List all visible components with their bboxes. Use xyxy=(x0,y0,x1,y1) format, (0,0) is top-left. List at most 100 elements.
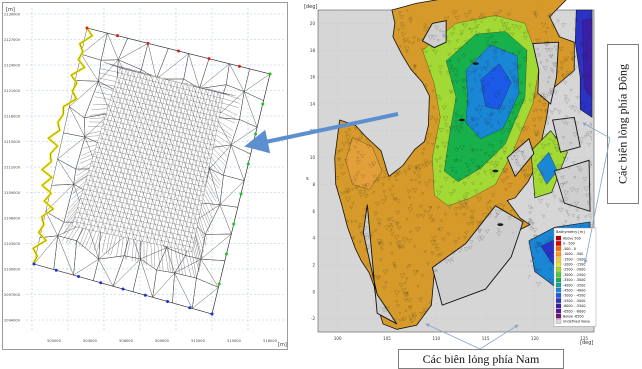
right-x-unit: [deg] xyxy=(580,340,593,346)
legend-swatch xyxy=(555,272,562,277)
right-y-tick: -2 xyxy=(311,316,315,321)
left-x-unit-label: [m] xyxy=(278,342,287,348)
left-y-tick: 2100000 xyxy=(4,268,21,272)
south-boundary-node xyxy=(32,262,36,266)
local-mesh-panel: [m] 2130000 2127000 2124000 2121000 2118000 2… xyxy=(2,2,288,350)
depth-zone-3 xyxy=(480,63,512,110)
south-boundary-node xyxy=(77,275,80,278)
island-2 xyxy=(532,41,559,105)
right-y-tick: 6 xyxy=(312,209,315,214)
left-y-tick: 2124000 xyxy=(4,64,21,68)
south-boundary-node xyxy=(210,312,214,316)
right-x-tick: 115 xyxy=(482,336,490,341)
legend-swatch xyxy=(555,303,562,309)
east-boundary-node xyxy=(261,102,265,106)
island-4 xyxy=(552,116,581,153)
legend-label: -5000 - -4500 xyxy=(563,294,585,298)
left-y-tick: 2118000 xyxy=(4,115,21,119)
left-x-tick: 506000 xyxy=(119,339,133,343)
legend-swatch xyxy=(555,235,562,241)
regional-bathymetry-panel: [deg] s [deg] 20 18 16 14 12 10 8 6 4 2 0 -2 100 105 1… xyxy=(300,0,598,356)
left-y-tick: 2127000 xyxy=(4,38,21,42)
east-boundary-label: Các biên lỏng phía Đông xyxy=(615,64,630,184)
left-y-tick: 2130000 xyxy=(4,13,21,17)
legend-label: -6500 - -6000 xyxy=(563,309,585,313)
legend-swatch xyxy=(555,261,562,267)
right-y-tick: 18 xyxy=(310,48,316,53)
legend-swatch xyxy=(555,246,562,251)
east-boundary-node xyxy=(254,132,257,136)
right-y-tick: 2 xyxy=(312,262,315,267)
south-boundary-node xyxy=(166,300,169,303)
legend-label: -1000 - -500 xyxy=(563,252,583,256)
east-boundary-node xyxy=(225,252,228,256)
legend-label: -2000 - -1500 xyxy=(563,263,585,267)
right-x-tick: 120 xyxy=(531,336,539,341)
right-y-unit: [deg] xyxy=(304,4,317,10)
left-y-tick: 2109000 xyxy=(4,191,21,195)
legend-label: -4500 - -4000 xyxy=(563,289,585,293)
south-boundary-node xyxy=(54,268,58,272)
left-x-tick: 515000 xyxy=(227,339,241,343)
north-boundary-node xyxy=(85,26,89,30)
east-boundary-node xyxy=(232,222,236,226)
right-x-tick: 100 xyxy=(334,336,342,341)
legend-swatch xyxy=(555,308,562,314)
right-y-tick: 14 xyxy=(310,101,316,106)
legend-label: -4000 - -3500 xyxy=(563,283,585,287)
right-x-tick: 110 xyxy=(432,336,440,341)
left-x-tick: 518000 xyxy=(263,339,277,343)
right-y-tick: 20 xyxy=(310,21,316,26)
east-boundary-node xyxy=(217,282,221,286)
triangular-mesh xyxy=(31,26,272,316)
legend-swatch xyxy=(555,319,562,324)
island-0 xyxy=(421,20,447,49)
north-boundary-node xyxy=(238,64,241,68)
left-y-tick: 2103000 xyxy=(4,242,21,246)
south-boundary-node xyxy=(188,306,192,310)
left-y-tick: 2106000 xyxy=(4,217,21,221)
south-boundary-node xyxy=(121,287,125,291)
south-boundary-callout: Các biên lỏng phía Nam xyxy=(398,349,564,369)
legend-swatch xyxy=(555,256,562,262)
right-y-axis-letter: s xyxy=(306,176,309,182)
legend-swatch xyxy=(555,287,562,293)
legend-swatch xyxy=(555,267,562,272)
legend-swatch xyxy=(555,313,562,319)
legend-label: -3500 - -3000 xyxy=(563,278,585,282)
left-y-tick: 2094000 xyxy=(4,319,21,323)
legend-swatch xyxy=(555,298,562,303)
legend-label: -3000 - -2500 xyxy=(563,273,585,277)
legend-label: -6000 - -5500 xyxy=(563,304,585,308)
right-x-tick: 105 xyxy=(383,336,391,341)
south-boundary-node xyxy=(99,281,103,285)
bathymetry-legend: Bathymetry [m]Above 5000 - 500-500 - 0-1… xyxy=(553,227,597,327)
island-6 xyxy=(431,205,524,306)
local-mesh-plot: [m] 2130000 2127000 2124000 2121000 2118000 2… xyxy=(2,2,288,350)
left-y-tick: 2097000 xyxy=(4,293,21,297)
legend-label: Above 500 xyxy=(563,237,581,241)
left-x-tick: 512000 xyxy=(191,339,205,343)
right-y-tick: 0 xyxy=(312,289,315,294)
legend-label: -2500 - -2000 xyxy=(563,268,585,272)
north-boundary-node xyxy=(177,49,180,53)
right-y-tick: 8 xyxy=(312,182,315,187)
left-x-tick: 509000 xyxy=(155,339,169,343)
left-y-tick: 2112000 xyxy=(4,166,21,170)
left-y-tick: 2121000 xyxy=(4,89,21,93)
legend-swatch xyxy=(555,277,562,283)
left-x-tick: 503000 xyxy=(83,339,97,343)
legend-label: -1500 - -1000 xyxy=(563,257,585,261)
island-3 xyxy=(506,138,535,178)
legend-label: Undefined Value xyxy=(563,320,590,324)
legend-title: Bathymetry [m] xyxy=(556,230,585,234)
right-y-tick: 10 xyxy=(310,155,316,160)
legend-label: 0 - 500 xyxy=(563,242,575,246)
right-y-tick: 4 xyxy=(312,236,315,241)
legend-label: -500 - 0 xyxy=(563,247,576,251)
right-y-tick: 16 xyxy=(310,75,316,80)
east-boundary-callout: Các biên lỏng phía Đông xyxy=(607,44,639,204)
right-y-tick: 12 xyxy=(310,128,316,133)
legend-swatch xyxy=(555,241,562,246)
